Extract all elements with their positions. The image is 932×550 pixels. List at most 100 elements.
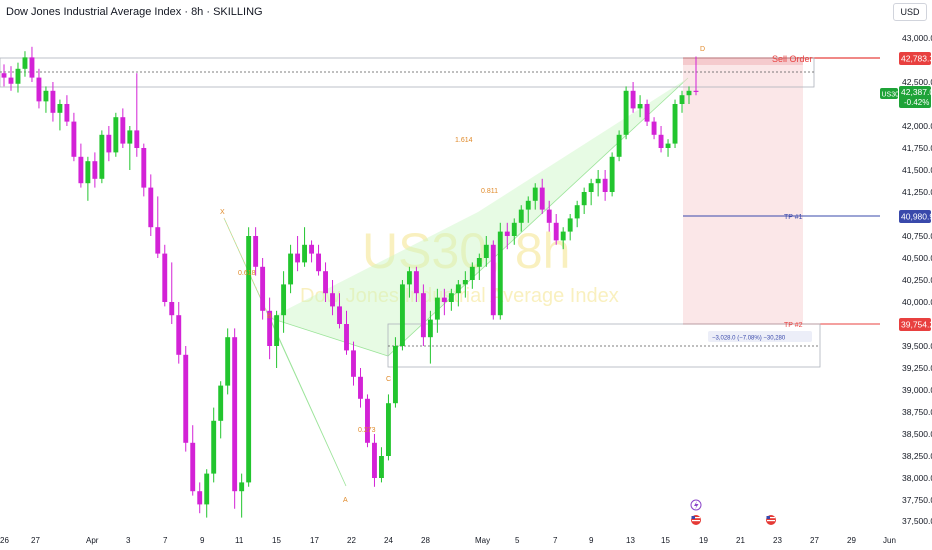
bullish-candle[interactable] bbox=[239, 482, 245, 492]
bearish-candle[interactable] bbox=[169, 302, 175, 316]
bullish-candle[interactable] bbox=[609, 156, 615, 192]
bullish-candle[interactable] bbox=[385, 403, 391, 456]
us-flag-event-icon[interactable] bbox=[691, 515, 701, 525]
bearish-candle[interactable] bbox=[365, 398, 370, 443]
resistance-range-box[interactable] bbox=[0, 57, 815, 88]
bearish-candle[interactable] bbox=[64, 104, 70, 122]
bearish-candle[interactable] bbox=[553, 222, 559, 241]
bearish-candle[interactable] bbox=[539, 187, 545, 210]
bearish-candle[interactable] bbox=[106, 134, 112, 153]
bearish-candle[interactable] bbox=[351, 350, 356, 377]
bearish-candle[interactable] bbox=[29, 57, 35, 78]
bearish-candle[interactable] bbox=[183, 354, 189, 443]
bearish-candle[interactable] bbox=[232, 337, 238, 492]
bullish-candle[interactable] bbox=[302, 244, 308, 263]
bearish-candle[interactable] bbox=[316, 253, 321, 272]
bearish-candle[interactable] bbox=[176, 315, 182, 355]
bearish-candle[interactable] bbox=[323, 271, 328, 294]
bearish-candle[interactable] bbox=[358, 376, 363, 399]
bullish-candle[interactable] bbox=[281, 284, 287, 316]
bearish-candle[interactable] bbox=[134, 130, 140, 148]
bearish-candle[interactable] bbox=[330, 293, 335, 307]
bearish-candle[interactable] bbox=[253, 236, 259, 267]
bearish-candle[interactable] bbox=[693, 90, 699, 92]
bearish-candle[interactable] bbox=[50, 90, 56, 113]
bullish-candle[interactable] bbox=[462, 280, 468, 285]
bullish-candle[interactable] bbox=[497, 231, 503, 316]
bullish-candle[interactable] bbox=[406, 271, 412, 285]
bearish-candle[interactable] bbox=[92, 161, 98, 179]
bullish-candle[interactable] bbox=[511, 222, 517, 236]
bearish-candle[interactable] bbox=[651, 121, 657, 135]
bullish-candle[interactable] bbox=[225, 337, 231, 386]
bullish-candle[interactable] bbox=[113, 117, 119, 153]
bullish-candle[interactable] bbox=[15, 68, 21, 84]
bullish-candle[interactable] bbox=[43, 90, 49, 102]
bullish-candle[interactable] bbox=[665, 143, 671, 148]
bullish-candle[interactable] bbox=[595, 178, 601, 184]
bullish-candle[interactable] bbox=[85, 161, 91, 184]
bearish-candle[interactable] bbox=[309, 244, 315, 254]
bullish-candle[interactable] bbox=[686, 90, 692, 96]
bullish-candle[interactable] bbox=[588, 183, 594, 192]
bullish-candle[interactable] bbox=[574, 205, 580, 219]
bullish-candle[interactable] bbox=[204, 473, 210, 505]
bearish-candle[interactable] bbox=[372, 442, 377, 478]
bullish-candle[interactable] bbox=[560, 231, 566, 241]
bullish-candle[interactable] bbox=[218, 385, 224, 421]
bullish-candle[interactable] bbox=[127, 130, 133, 144]
bearish-candle[interactable] bbox=[141, 148, 147, 188]
bullish-candle[interactable] bbox=[637, 104, 643, 109]
bearish-candle[interactable] bbox=[504, 231, 510, 236]
short-position-box[interactable] bbox=[683, 58, 803, 324]
bearish-candle[interactable] bbox=[148, 187, 154, 228]
bullish-candle[interactable] bbox=[288, 253, 294, 285]
bullish-candle[interactable] bbox=[434, 297, 440, 320]
bullish-candle[interactable] bbox=[483, 244, 489, 258]
bullish-candle[interactable] bbox=[567, 218, 573, 232]
bullish-candle[interactable] bbox=[679, 95, 685, 104]
bullish-candle[interactable] bbox=[379, 456, 384, 478]
bullish-candle[interactable] bbox=[476, 258, 482, 267]
bullish-candle[interactable] bbox=[469, 266, 475, 280]
bullish-candle[interactable] bbox=[22, 57, 28, 69]
bullish-candle[interactable] bbox=[672, 104, 678, 144]
bearish-candle[interactable] bbox=[413, 271, 419, 294]
bullish-candle[interactable] bbox=[448, 293, 454, 302]
bullish-candle[interactable] bbox=[57, 104, 63, 113]
bearish-candle[interactable] bbox=[420, 293, 426, 338]
bullish-candle[interactable] bbox=[392, 346, 398, 404]
bearish-candle[interactable] bbox=[658, 134, 664, 148]
support-range-box[interactable] bbox=[387, 323, 821, 368]
bearish-candle[interactable] bbox=[295, 253, 301, 263]
bearish-candle[interactable] bbox=[644, 104, 650, 122]
bearish-candle[interactable] bbox=[344, 324, 349, 351]
bullish-candle[interactable] bbox=[581, 192, 587, 206]
lightning-icon[interactable] bbox=[690, 499, 702, 511]
bearish-candle[interactable] bbox=[162, 253, 168, 302]
time-axis[interactable]: 26 27 Apr 3 7 9 11 15 17 22 24 28 May 5 … bbox=[0, 536, 896, 545]
bullish-candle[interactable] bbox=[399, 284, 405, 346]
bearish-candle[interactable] bbox=[602, 178, 608, 192]
bearish-candle[interactable] bbox=[78, 156, 84, 184]
bearish-candle[interactable] bbox=[490, 244, 496, 316]
bearish-candle[interactable] bbox=[155, 227, 161, 254]
bearish-candle[interactable] bbox=[337, 306, 342, 324]
bullish-candle[interactable] bbox=[427, 319, 433, 338]
bullish-candle[interactable] bbox=[211, 420, 217, 474]
price-axis[interactable]: 43,000.0 42,500.0 42,000.0 41,750.0 41,5… bbox=[902, 33, 932, 526]
candlestick-series[interactable] bbox=[1, 46, 699, 518]
bullish-candle[interactable] bbox=[525, 200, 531, 210]
bullish-candle[interactable] bbox=[246, 236, 252, 483]
bullish-candle[interactable] bbox=[455, 284, 461, 294]
bearish-candle[interactable] bbox=[197, 491, 203, 505]
bearish-candle[interactable] bbox=[36, 77, 42, 102]
bearish-candle[interactable] bbox=[190, 442, 196, 492]
bearish-candle[interactable] bbox=[441, 297, 447, 302]
bearish-candle[interactable] bbox=[546, 209, 552, 223]
bullish-candle[interactable] bbox=[532, 187, 538, 201]
bearish-candle[interactable] bbox=[267, 310, 273, 346]
us-flag-event-icon[interactable] bbox=[766, 515, 776, 525]
bullish-candle[interactable] bbox=[99, 134, 105, 179]
